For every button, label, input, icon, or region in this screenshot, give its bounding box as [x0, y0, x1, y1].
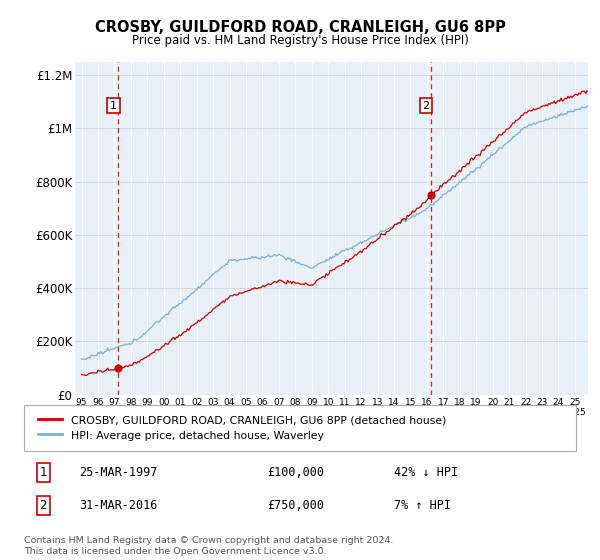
Point	[426, 190, 436, 199]
Text: £100,000: £100,000	[267, 465, 324, 479]
Text: 1: 1	[40, 465, 47, 479]
FancyBboxPatch shape	[24, 405, 576, 451]
Text: 42% ↓ HPI: 42% ↓ HPI	[394, 465, 458, 479]
Text: 31-MAR-2016: 31-MAR-2016	[79, 498, 158, 512]
Text: Contains HM Land Registry data © Crown copyright and database right 2024.
This d: Contains HM Land Registry data © Crown c…	[24, 536, 394, 556]
Text: 25-MAR-1997: 25-MAR-1997	[79, 465, 158, 479]
Text: Price paid vs. HM Land Registry's House Price Index (HPI): Price paid vs. HM Land Registry's House …	[131, 34, 469, 46]
Text: £750,000: £750,000	[267, 498, 324, 512]
Text: 2: 2	[422, 101, 430, 110]
Text: 1: 1	[110, 101, 117, 110]
Text: 2: 2	[40, 498, 47, 512]
Text: 7% ↑ HPI: 7% ↑ HPI	[394, 498, 451, 512]
Point	[113, 363, 123, 372]
Text: CROSBY, GUILDFORD ROAD, CRANLEIGH, GU6 8PP: CROSBY, GUILDFORD ROAD, CRANLEIGH, GU6 8…	[95, 20, 505, 35]
Legend: CROSBY, GUILDFORD ROAD, CRANLEIGH, GU6 8PP (detached house), HPI: Average price,: CROSBY, GUILDFORD ROAD, CRANLEIGH, GU6 8…	[35, 412, 449, 444]
